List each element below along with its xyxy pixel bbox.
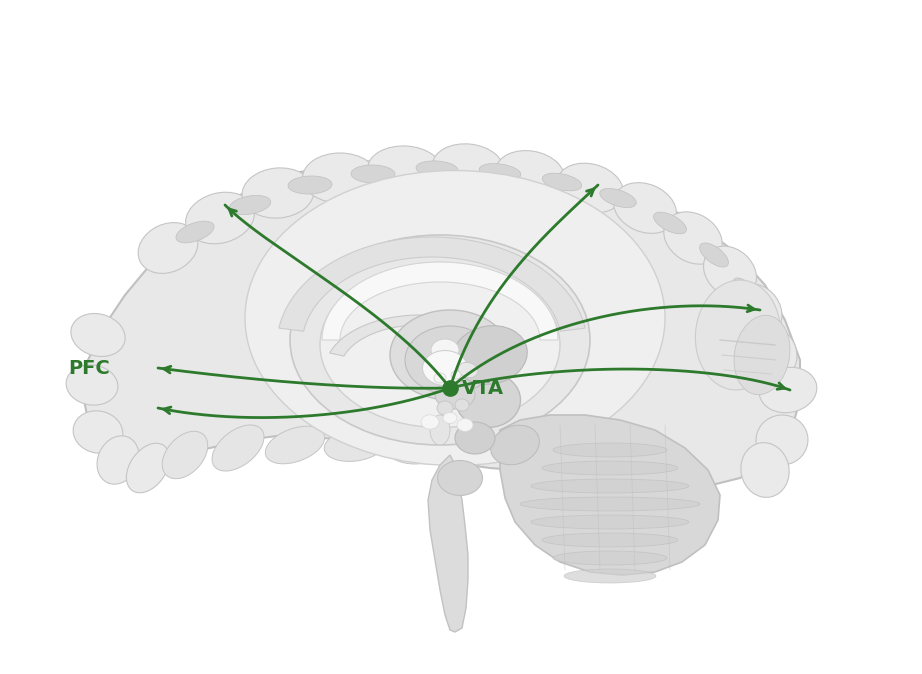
Ellipse shape xyxy=(703,246,756,298)
Ellipse shape xyxy=(455,422,495,454)
Ellipse shape xyxy=(542,533,678,547)
Ellipse shape xyxy=(453,326,527,384)
Ellipse shape xyxy=(438,460,482,495)
Ellipse shape xyxy=(73,411,123,453)
Ellipse shape xyxy=(126,443,170,493)
Polygon shape xyxy=(500,415,720,575)
Polygon shape xyxy=(322,262,558,340)
Ellipse shape xyxy=(564,569,656,583)
Polygon shape xyxy=(279,237,585,331)
Ellipse shape xyxy=(542,461,678,475)
Ellipse shape xyxy=(368,146,443,194)
Ellipse shape xyxy=(325,429,385,462)
Ellipse shape xyxy=(664,212,722,264)
Ellipse shape xyxy=(759,367,817,412)
Ellipse shape xyxy=(733,278,757,304)
Ellipse shape xyxy=(431,339,459,361)
Ellipse shape xyxy=(553,443,667,457)
Ellipse shape xyxy=(302,153,377,203)
Ellipse shape xyxy=(479,164,521,181)
Polygon shape xyxy=(330,315,511,356)
Ellipse shape xyxy=(531,515,689,529)
Ellipse shape xyxy=(756,415,808,465)
Ellipse shape xyxy=(230,195,271,214)
Ellipse shape xyxy=(66,365,118,405)
Ellipse shape xyxy=(245,171,665,466)
Ellipse shape xyxy=(432,144,504,192)
Ellipse shape xyxy=(290,235,590,445)
Ellipse shape xyxy=(556,441,684,499)
Ellipse shape xyxy=(451,371,461,379)
Ellipse shape xyxy=(212,425,264,471)
Ellipse shape xyxy=(458,363,478,377)
Ellipse shape xyxy=(542,173,582,191)
Ellipse shape xyxy=(734,315,790,395)
Ellipse shape xyxy=(266,426,325,464)
Ellipse shape xyxy=(288,176,332,194)
Ellipse shape xyxy=(557,163,623,213)
Ellipse shape xyxy=(695,280,781,390)
Ellipse shape xyxy=(553,551,667,565)
Ellipse shape xyxy=(756,317,776,344)
Ellipse shape xyxy=(613,183,677,233)
Ellipse shape xyxy=(741,443,789,497)
Polygon shape xyxy=(428,455,468,632)
Ellipse shape xyxy=(734,284,782,336)
Ellipse shape xyxy=(430,415,450,445)
Ellipse shape xyxy=(753,327,797,377)
Ellipse shape xyxy=(421,415,439,429)
Ellipse shape xyxy=(654,212,687,234)
Ellipse shape xyxy=(600,189,636,208)
Ellipse shape xyxy=(495,150,564,200)
Ellipse shape xyxy=(405,326,495,394)
Ellipse shape xyxy=(71,313,125,357)
Ellipse shape xyxy=(185,192,254,244)
Ellipse shape xyxy=(520,497,700,511)
Ellipse shape xyxy=(437,401,453,415)
Polygon shape xyxy=(82,158,800,490)
Ellipse shape xyxy=(531,479,689,493)
Ellipse shape xyxy=(242,168,313,218)
Ellipse shape xyxy=(435,381,475,409)
Ellipse shape xyxy=(386,432,444,464)
Ellipse shape xyxy=(351,165,395,183)
Ellipse shape xyxy=(491,425,539,465)
Ellipse shape xyxy=(162,431,207,479)
Ellipse shape xyxy=(434,373,446,383)
Ellipse shape xyxy=(455,373,521,427)
Ellipse shape xyxy=(138,222,198,274)
Ellipse shape xyxy=(176,221,214,243)
Ellipse shape xyxy=(416,161,458,177)
Text: PFC: PFC xyxy=(68,359,110,377)
Ellipse shape xyxy=(457,419,473,431)
Ellipse shape xyxy=(700,243,728,267)
Ellipse shape xyxy=(390,310,510,400)
Ellipse shape xyxy=(455,399,469,411)
Ellipse shape xyxy=(422,350,467,386)
Ellipse shape xyxy=(320,262,560,427)
Ellipse shape xyxy=(443,412,457,423)
Ellipse shape xyxy=(97,436,139,484)
Text: VTA: VTA xyxy=(462,379,504,398)
